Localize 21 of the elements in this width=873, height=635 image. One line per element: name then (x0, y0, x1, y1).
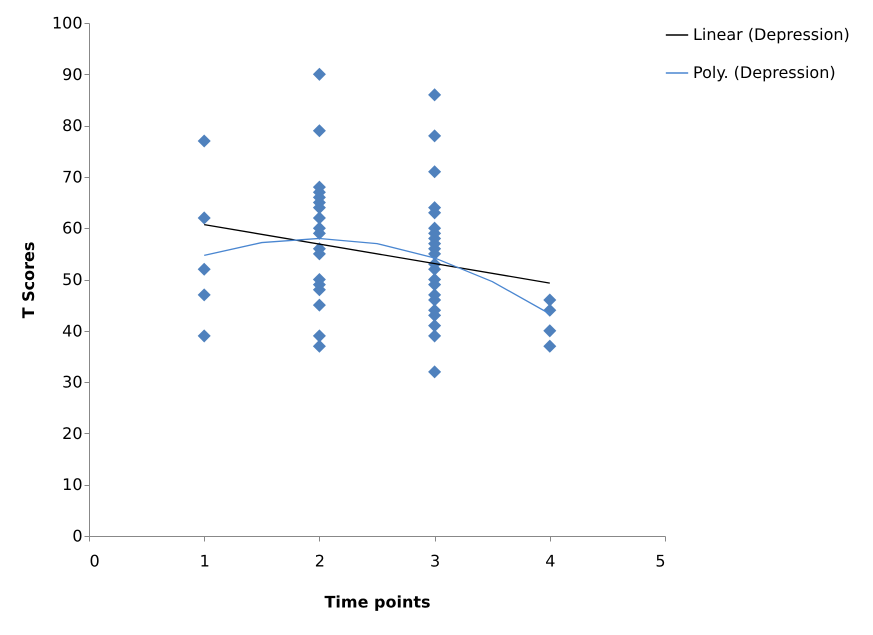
y-tick-label: 50 (62, 270, 82, 289)
y-tick-label: 90 (62, 64, 82, 84)
y-tick-label: 80 (62, 116, 82, 136)
x-tick-label: 3 (430, 552, 440, 570)
y-tick-label: 100 (52, 14, 82, 32)
y-tick-label: 20 (62, 424, 82, 443)
y-tick-label: 70 (62, 167, 82, 186)
y-tick-label: 0 (72, 526, 82, 546)
legend-label: Poly. (Depression) (693, 63, 836, 82)
x-tick-label: 1 (200, 552, 210, 570)
x-tick-label: 0 (90, 552, 100, 570)
y-tick-label: 40 (62, 321, 82, 340)
y-tick-label: 30 (62, 372, 82, 392)
x-axis-title: Time points (324, 592, 430, 612)
x-tick-label: 5 (655, 552, 666, 570)
legend-label: Linear (Depression) (693, 25, 850, 44)
x-tick-label: 4 (545, 552, 556, 570)
y-tick-label: 10 (62, 475, 82, 494)
x-tick-label: 2 (314, 552, 325, 570)
y-tick-label: 60 (62, 218, 82, 238)
y-axis-title: T Scores (18, 242, 38, 318)
